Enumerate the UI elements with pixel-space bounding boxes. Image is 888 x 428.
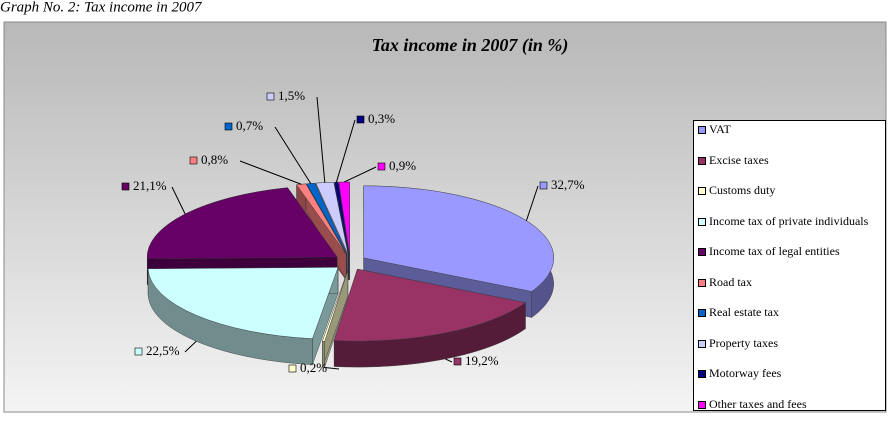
label-swatch bbox=[454, 358, 461, 365]
label-swatch bbox=[540, 182, 547, 189]
data-label: 1,5% bbox=[278, 88, 305, 103]
legend-swatch bbox=[698, 370, 706, 378]
legend: VAT Excise taxes Customs duty Income tax of… bbox=[693, 120, 886, 411]
label-swatch bbox=[135, 348, 142, 355]
data-label: 0,7% bbox=[236, 118, 263, 133]
label-swatch bbox=[357, 116, 364, 123]
legend-swatch bbox=[698, 309, 706, 317]
legend-label: Income tax of private individuals bbox=[709, 215, 868, 227]
label-swatch bbox=[378, 163, 385, 170]
data-label: 0,3% bbox=[368, 111, 395, 126]
data-label: 19,2% bbox=[465, 353, 499, 368]
chart-title: Tax income in 2007 (in %) bbox=[372, 35, 569, 56]
legend-entry: Excise taxes bbox=[698, 154, 881, 185]
label-swatch bbox=[267, 93, 274, 100]
data-label: 0,2% bbox=[300, 360, 327, 375]
legend-swatch bbox=[698, 187, 706, 195]
legend-entry: Road tax bbox=[698, 276, 881, 307]
legend-entry: Motorway fees bbox=[698, 367, 881, 398]
legend-swatch bbox=[698, 126, 706, 134]
legend-entry: Real estate tax bbox=[698, 306, 881, 337]
data-label: 22,5% bbox=[146, 343, 180, 358]
caption: Graph No. 2: Tax income in 2007 bbox=[0, 0, 203, 15]
data-label: 0,9% bbox=[389, 158, 416, 173]
legend-swatch bbox=[698, 279, 706, 287]
legend-label: Other taxes and fees bbox=[709, 398, 807, 410]
legend-label: Motorway fees bbox=[709, 367, 781, 379]
legend-swatch bbox=[698, 401, 706, 409]
data-label: 32,7% bbox=[551, 177, 585, 192]
legend-entry: Income tax of private individuals bbox=[698, 215, 881, 246]
label-swatch bbox=[289, 365, 296, 372]
legend-swatch bbox=[698, 340, 706, 348]
legend-entry: Income tax of legal entities bbox=[698, 245, 881, 276]
legend-swatch bbox=[698, 218, 706, 226]
legend-swatch bbox=[698, 248, 706, 256]
label-swatch bbox=[190, 157, 197, 164]
legend-label: Customs duty bbox=[709, 184, 775, 196]
label-swatch bbox=[225, 123, 232, 130]
data-label: 0,8% bbox=[201, 152, 228, 167]
legend-swatch bbox=[698, 157, 706, 165]
legend-label: Road tax bbox=[709, 276, 752, 288]
label-swatch bbox=[122, 183, 129, 190]
page: {"chart_data": {"type": "pie", "caption"… bbox=[0, 0, 888, 413]
legend-label: Real estate tax bbox=[709, 306, 779, 318]
legend-label: VAT bbox=[709, 123, 731, 135]
legend-entry: Property taxes bbox=[698, 337, 881, 368]
legend-entry: VAT bbox=[698, 123, 881, 154]
legend-label: Excise taxes bbox=[709, 154, 769, 166]
data-label: 21,1% bbox=[133, 178, 167, 193]
legend-label: Property taxes bbox=[709, 337, 778, 349]
legend-label: Income tax of legal entities bbox=[709, 245, 840, 257]
legend-entry: Customs duty bbox=[698, 184, 881, 215]
